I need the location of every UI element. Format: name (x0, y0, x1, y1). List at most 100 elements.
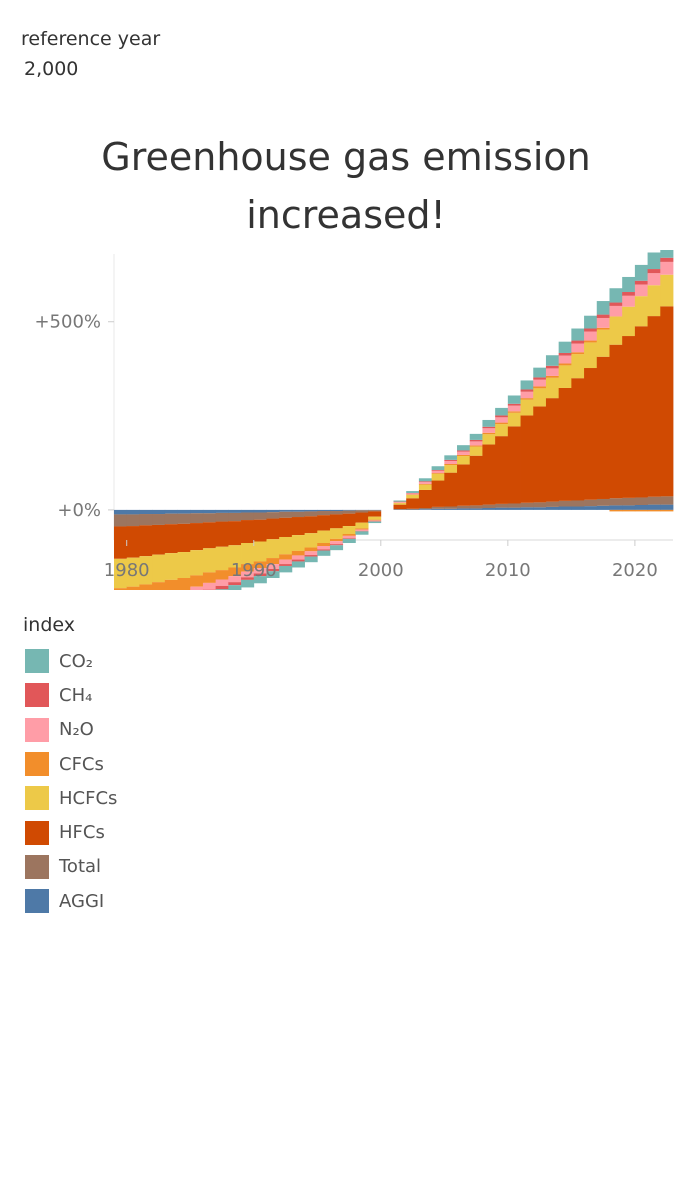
area-segment-hfcs-2015[interactable] (571, 378, 585, 501)
area-segment-hcfcs-2004[interactable] (431, 473, 445, 481)
area-segment-hcfcs-2015[interactable] (571, 354, 585, 379)
area-segment-cfcs-2019[interactable] (622, 509, 636, 512)
area-segment-co2-2006[interactable] (457, 445, 471, 451)
area-segment-aggi-1988[interactable] (228, 509, 242, 513)
area-segment-n2o-1987[interactable] (215, 579, 229, 586)
area-segment-co2-2002[interactable] (406, 491, 420, 493)
area-segment-total-1998[interactable] (355, 510, 369, 513)
area-segment-n2o-1997[interactable] (342, 535, 356, 539)
area-segment-n2o-1998[interactable] (355, 529, 369, 531)
area-segment-hfcs-2007[interactable] (469, 455, 483, 506)
area-segment-hfcs-1998[interactable] (355, 512, 369, 523)
area-segment-hcfcs-1979[interactable] (114, 558, 128, 589)
area-segment-cfcs-1989[interactable] (241, 564, 255, 572)
area-segment-ch4-2014[interactable] (558, 352, 572, 356)
area-segment-cfcs-1986[interactable] (202, 572, 217, 583)
area-segment-total-2018[interactable] (609, 498, 623, 506)
area-segment-ch4-1996[interactable] (329, 544, 344, 546)
area-segment-ch4-2009[interactable] (495, 415, 509, 418)
area-segment-co2-1992[interactable] (279, 565, 293, 573)
area-segment-n2o-1992[interactable] (279, 559, 293, 565)
area-segment-ch4-2010[interactable] (507, 403, 521, 406)
area-segment-hcfcs-2005[interactable] (444, 465, 458, 473)
area-segment-hcfcs-2010[interactable] (507, 412, 521, 427)
area-segment-aggi-1983[interactable] (164, 509, 178, 514)
area-segment-hfcs-2011[interactable] (520, 415, 534, 503)
area-segment-n2o-2005[interactable] (444, 460, 458, 464)
area-segment-ch4-2006[interactable] (457, 450, 471, 452)
area-segment-total-1979[interactable] (114, 514, 128, 527)
area-segment-hfcs-2001[interactable] (393, 504, 407, 510)
area-segment-aggi-2011[interactable] (520, 507, 534, 510)
area-segment-hcfcs-2017[interactable] (596, 329, 610, 357)
area-segment-total-2022[interactable] (660, 496, 674, 505)
area-segment-aggi-1985[interactable] (190, 509, 204, 514)
area-segment-total-1988[interactable] (228, 512, 242, 522)
area-segment-hfcs-1980[interactable] (126, 526, 140, 558)
area-segment-hfcs-2004[interactable] (431, 480, 445, 507)
area-segment-aggi-1997[interactable] (342, 509, 356, 511)
area-segment-ch4-1990[interactable] (253, 573, 267, 577)
area-segment-hfcs-2010[interactable] (507, 426, 521, 504)
area-segment-ch4-2019[interactable] (622, 292, 636, 296)
area-segment-hcfcs-1998[interactable] (355, 522, 369, 529)
area-segment-total-2008[interactable] (482, 504, 496, 509)
area-segment-ch4-2021[interactable] (647, 269, 661, 274)
area-segment-aggi-1996[interactable] (329, 509, 344, 512)
area-segment-total-1980[interactable] (126, 514, 140, 527)
area-segment-hcfcs-1986[interactable] (202, 548, 217, 573)
area-segment-hfcs-1988[interactable] (228, 521, 242, 546)
area-segment-co2-2004[interactable] (431, 466, 445, 470)
area-segment-hcfcs-2007[interactable] (469, 446, 483, 456)
area-segment-hfcs-1983[interactable] (164, 524, 178, 554)
area-segment-hcfcs-1989[interactable] (241, 543, 255, 565)
area-segment-aggi-2010[interactable] (507, 507, 521, 510)
area-segment-aggi-2016[interactable] (584, 506, 598, 510)
area-segment-ch4-2011[interactable] (520, 389, 534, 392)
area-segment-total-2007[interactable] (469, 505, 483, 509)
area-segment-n2o-1995[interactable] (317, 546, 331, 550)
area-segment-co2-1996[interactable] (329, 545, 344, 551)
area-segment-hfcs-1991[interactable] (266, 518, 280, 540)
area-segment-cfcs-1991[interactable] (266, 558, 280, 565)
area-segment-cfcs-2020[interactable] (634, 509, 648, 512)
area-segment-hcfcs-2020[interactable] (634, 296, 648, 327)
area-segment-aggi-2009[interactable] (495, 507, 509, 510)
area-segment-hcfcs-2001[interactable] (393, 503, 407, 505)
area-segment-aggi-2019[interactable] (622, 505, 636, 510)
area-segment-total-2003[interactable] (418, 508, 433, 510)
area-segment-total-2012[interactable] (533, 502, 547, 508)
area-segment-hcfcs-2006[interactable] (457, 456, 471, 465)
area-segment-co2-2009[interactable] (495, 407, 509, 416)
area-segment-co2-2015[interactable] (571, 328, 585, 341)
area-segment-n2o-2008[interactable] (482, 428, 496, 433)
area-segment-total-1997[interactable] (342, 510, 356, 514)
area-segment-n2o-2020[interactable] (634, 284, 648, 297)
area-segment-hcfcs-1985[interactable] (190, 550, 204, 576)
area-segment-hcfcs-2011[interactable] (520, 399, 534, 416)
area-segment-cfcs-1999[interactable] (368, 519, 382, 521)
area-segment-hcfcs-1983[interactable] (164, 553, 178, 580)
area-segment-co2-2003[interactable] (418, 478, 433, 482)
area-segment-total-1992[interactable] (279, 511, 293, 518)
area-segment-co2-2022[interactable] (660, 250, 674, 258)
area-segment-hcfcs-2012[interactable] (533, 388, 547, 407)
area-segment-total-2016[interactable] (584, 499, 598, 507)
area-segment-cfcs-1992[interactable] (279, 554, 293, 560)
area-segment-cfcs-1994[interactable] (304, 547, 318, 552)
area-segment-co2-2007[interactable] (469, 433, 483, 440)
area-segment-hcfcs-1981[interactable] (139, 556, 153, 585)
area-segment-co2-1993[interactable] (291, 561, 305, 568)
area-segment-n2o-2018[interactable] (609, 305, 623, 317)
area-segment-total-2006[interactable] (457, 505, 471, 509)
area-segment-hfcs-1997[interactable] (342, 513, 356, 527)
area-segment-total-1981[interactable] (139, 514, 153, 526)
area-segment-hfcs-2013[interactable] (545, 398, 560, 502)
area-segment-aggi-1992[interactable] (279, 509, 293, 512)
area-segment-cfcs-1982[interactable] (152, 582, 166, 590)
area-segment-aggi-2013[interactable] (545, 506, 560, 510)
area-segment-co2-2011[interactable] (520, 380, 534, 390)
area-segment-co2-1999[interactable] (368, 521, 382, 524)
area-segment-hfcs-2019[interactable] (622, 336, 636, 498)
area-segment-aggi-1995[interactable] (317, 509, 331, 512)
